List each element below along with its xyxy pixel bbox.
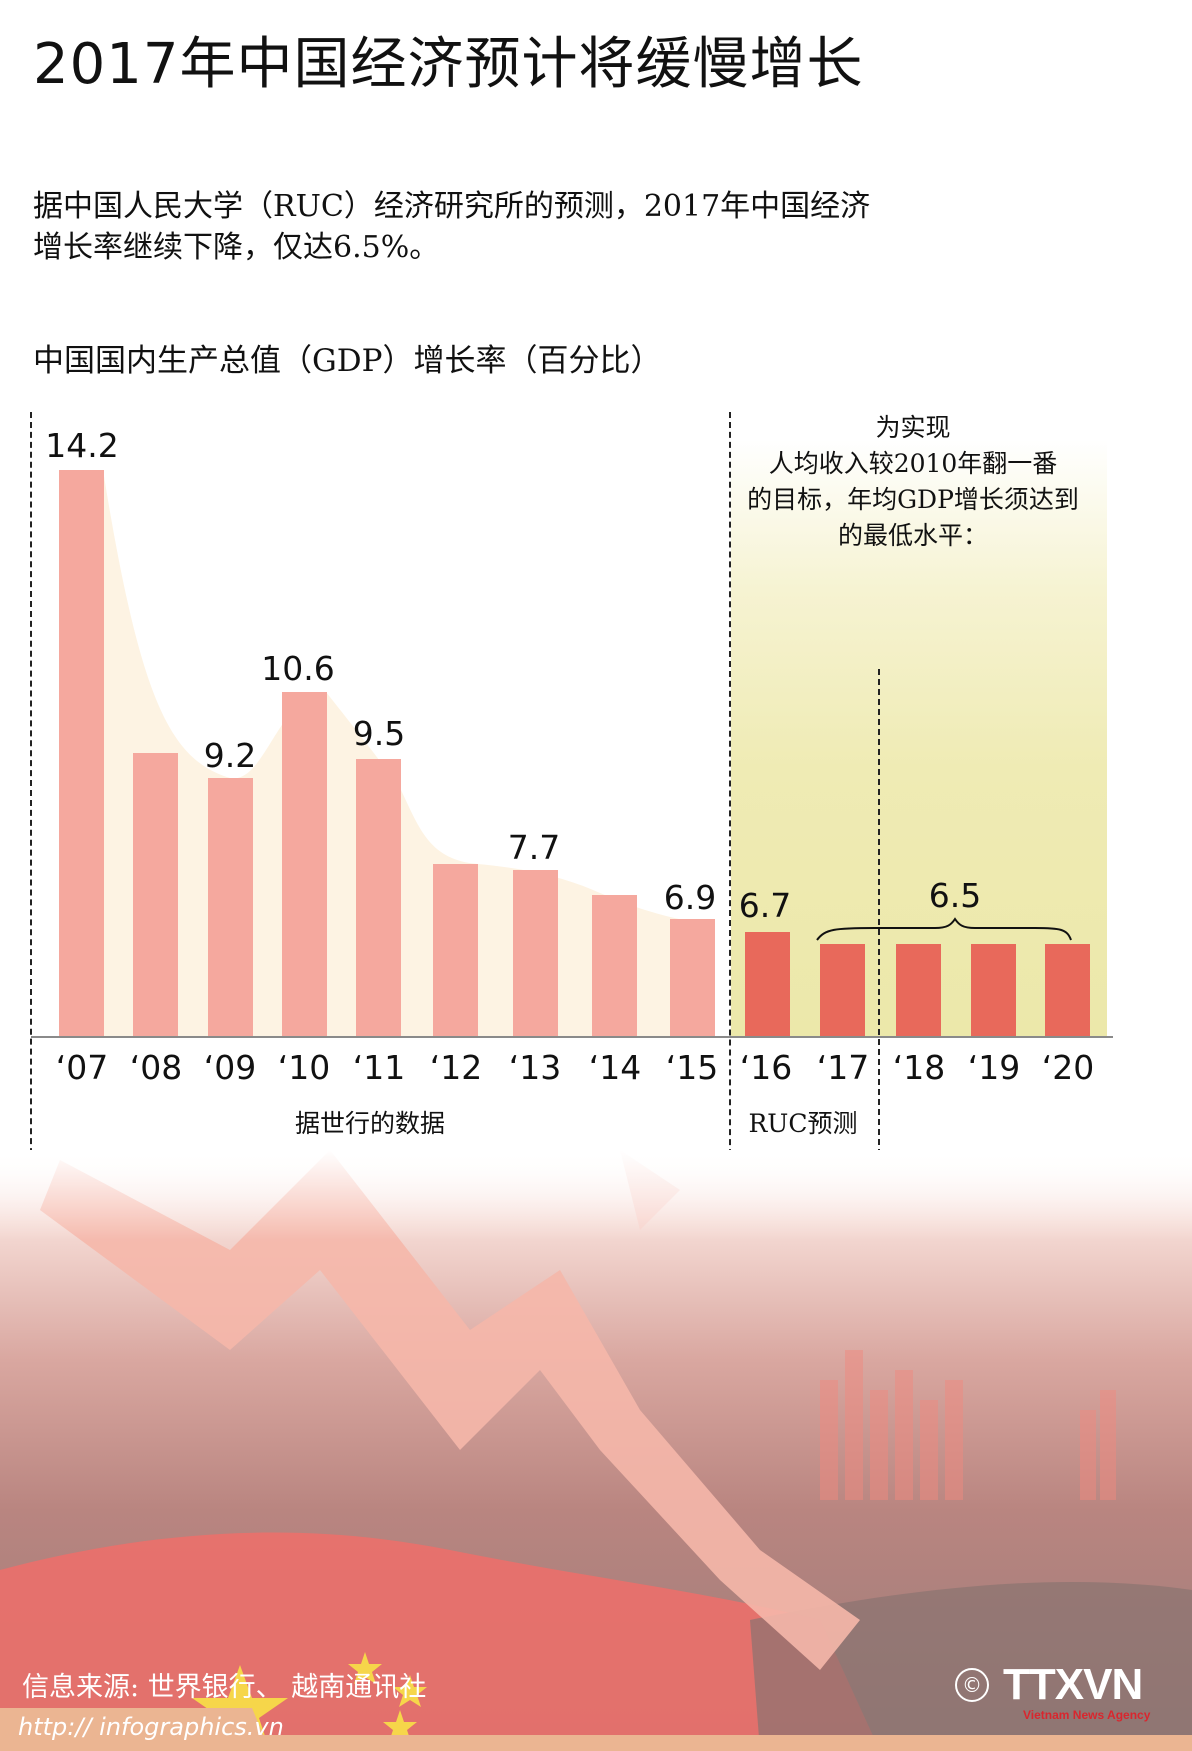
bar-2013 <box>513 870 558 1036</box>
subtitle-line-2: 增长率继续下降，仅达6.5%。 <box>33 230 440 265</box>
x-tick-2007: ‘07 <box>55 1048 109 1087</box>
bar-2016 <box>745 932 790 1036</box>
bar-2007 <box>59 470 104 1036</box>
value-label-2011: 9.5 <box>352 714 406 753</box>
target-panel <box>731 440 1107 1036</box>
annotation-line-3: 的目标，年均GDP增长须达到 <box>747 485 1079 514</box>
annotation-line-4: 的最低水平： <box>837 521 989 550</box>
bar-2015 <box>670 919 715 1036</box>
bar-2010 <box>282 692 327 1036</box>
x-tick-2011: ‘11 <box>352 1048 406 1087</box>
x-tick-2009: ‘09 <box>203 1048 257 1087</box>
value-label-2013: 7.7 <box>507 828 561 867</box>
bar-2017 <box>820 944 865 1036</box>
bar-2008 <box>133 753 178 1036</box>
x-axis <box>31 1036 1113 1038</box>
copyright-icon: © <box>955 1668 989 1702</box>
x-tick-2012: ‘12 <box>429 1048 483 1087</box>
value-label-2007: 14.2 <box>45 426 119 465</box>
value-label-2015: 6.9 <box>663 878 717 917</box>
x-tick-2010: ‘10 <box>277 1048 331 1087</box>
bar-2011 <box>356 759 401 1036</box>
stock-market-background-image <box>0 1150 1192 1751</box>
x-tick-2016: ‘16 <box>739 1048 793 1087</box>
x-tick-2017: ‘17 <box>816 1048 870 1087</box>
logo-subtext: Vietnam News Agency <box>1023 1708 1151 1722</box>
logo-text: TTXVN <box>1003 1660 1143 1709</box>
x-tick-2015: ‘15 <box>665 1048 719 1087</box>
historical-group-label: 据世行的数据 <box>294 1109 446 1138</box>
ruc-divider <box>878 669 880 1175</box>
website-link[interactable]: http:// infographics.vn <box>18 1713 284 1741</box>
left-divider <box>30 412 32 1174</box>
forecast-group-label: RUC预测 <box>748 1109 858 1138</box>
bar-2014 <box>592 895 637 1036</box>
url-band <box>0 1708 270 1751</box>
bar-2019 <box>971 944 1016 1036</box>
bar-2020 <box>1045 944 1090 1036</box>
chart-title: 中国国内生产总值（GDP）增长率（百分比） <box>33 343 662 379</box>
target-value-label: 6.5 <box>928 876 982 915</box>
bar-2018 <box>896 944 941 1036</box>
x-tick-2018: ‘18 <box>892 1048 946 1087</box>
bar-2009 <box>208 778 253 1036</box>
value-label-2010: 10.6 <box>261 649 335 688</box>
x-tick-2008: ‘08 <box>129 1048 183 1087</box>
value-label-2009: 9.2 <box>203 736 257 775</box>
annotation-line-2: 人均收入较2010年翻一番 <box>768 449 1058 478</box>
page-title: 2017年中国经济预计将缓慢增长 <box>33 32 864 97</box>
value-label-2016: 6.7 <box>738 886 792 925</box>
subtitle-line-1: 据中国人民大学（RUC）经济研究所的预测，2017年中国经济 <box>33 189 871 224</box>
trend-area <box>103 470 714 1036</box>
x-tick-2014: ‘14 <box>588 1048 642 1087</box>
source-text: 信息来源: 世界银行、 越南通讯社 <box>22 1672 427 1703</box>
brace-icon <box>816 917 1072 941</box>
annotation-line-1: 为实现 <box>875 413 951 442</box>
x-tick-2013: ‘13 <box>508 1048 562 1087</box>
footer-strip <box>0 1735 1192 1751</box>
x-tick-2019: ‘19 <box>967 1048 1021 1087</box>
forecast-divider <box>729 412 731 1175</box>
x-tick-2020: ‘20 <box>1041 1048 1095 1087</box>
bar-2012 <box>433 864 478 1036</box>
